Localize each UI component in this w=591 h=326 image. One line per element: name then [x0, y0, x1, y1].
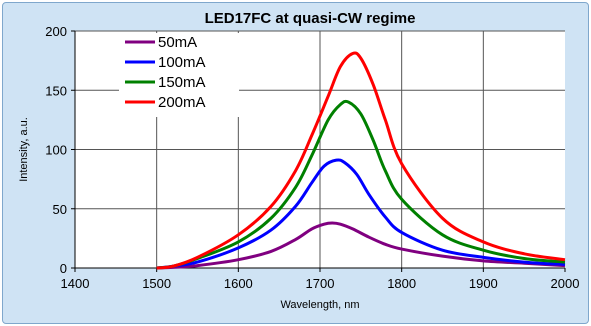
y-axis-title: Intensity, a.u. [18, 117, 30, 182]
series-lines [156, 51, 566, 270]
chart-title: LED17FC at quasi-CW regime [205, 10, 416, 27]
x-tick-labels: 1400 1500 1600 1700 1800 1900 2000 [61, 276, 580, 291]
x-tick-label-1400: 1400 [61, 276, 90, 291]
series-line-200mA [156, 51, 566, 270]
series-line-100mA [156, 158, 566, 270]
series-line-150mA [156, 99, 566, 270]
y-tick-label-200: 200 [45, 24, 67, 39]
x-tick-label-2000: 2000 [551, 276, 580, 291]
x-tick-label-1900: 1900 [469, 276, 498, 291]
y-tick-labels: 0 50 100 150 200 [45, 24, 67, 276]
y-tick-label-100: 100 [45, 143, 67, 158]
legend-label-150mA: 150mA [158, 74, 206, 91]
legend: 50mA 100mA 150mA 200mA [119, 33, 239, 117]
x-tick-label-1700: 1700 [306, 276, 335, 291]
x-axis-title: Wavelength, nm [280, 299, 359, 311]
y-tick-label-150: 150 [45, 83, 67, 98]
axes [71, 30, 566, 272]
x-tick-label-1500: 1500 [142, 276, 171, 291]
x-tick-label-1800: 1800 [387, 276, 416, 291]
legend-label-50mA: 50mA [158, 34, 197, 51]
y-tick-label-0: 0 [60, 261, 67, 276]
legend-label-100mA: 100mA [158, 54, 206, 71]
y-tick-label-50: 50 [53, 202, 67, 217]
legend-label-200mA: 200mA [158, 94, 206, 111]
intensity-chart: 1400 1500 1600 1700 1800 1900 2000 0 50 100 150 20… [18, 10, 580, 311]
series-line-50mA [156, 221, 566, 270]
x-tick-label-1600: 1600 [224, 276, 253, 291]
